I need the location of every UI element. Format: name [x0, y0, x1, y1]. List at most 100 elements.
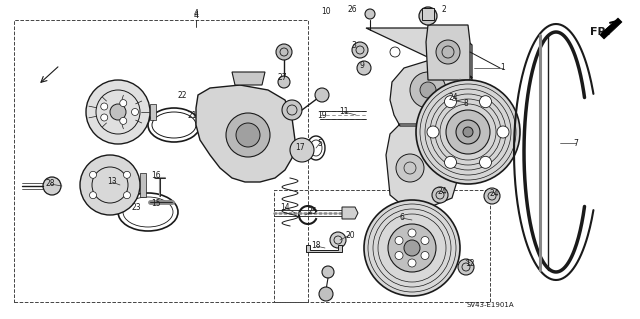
Text: 24: 24 — [437, 188, 447, 197]
Polygon shape — [366, 28, 472, 207]
Text: 28: 28 — [45, 180, 55, 189]
Text: 26: 26 — [347, 5, 357, 14]
Circle shape — [443, 93, 457, 107]
Circle shape — [456, 120, 480, 144]
Circle shape — [226, 113, 270, 157]
Bar — [14, 20, 308, 302]
Circle shape — [390, 47, 400, 57]
Circle shape — [315, 88, 329, 102]
Text: 4: 4 — [193, 11, 198, 19]
Circle shape — [421, 236, 429, 244]
Circle shape — [458, 259, 474, 275]
Circle shape — [100, 103, 108, 110]
Circle shape — [282, 100, 302, 120]
Text: 18: 18 — [311, 241, 321, 250]
Circle shape — [365, 9, 375, 19]
Circle shape — [330, 232, 346, 248]
Polygon shape — [140, 173, 146, 197]
Circle shape — [86, 80, 150, 144]
Circle shape — [388, 224, 436, 272]
Circle shape — [124, 192, 131, 199]
Polygon shape — [600, 18, 622, 39]
Circle shape — [445, 47, 455, 57]
Polygon shape — [422, 8, 434, 20]
Circle shape — [319, 287, 333, 301]
Circle shape — [419, 7, 437, 25]
Circle shape — [404, 240, 420, 256]
Text: 19: 19 — [317, 110, 327, 120]
Text: 21: 21 — [188, 110, 196, 120]
Text: 22: 22 — [177, 92, 187, 100]
Text: 12: 12 — [465, 258, 475, 268]
Circle shape — [463, 127, 473, 137]
Text: 27: 27 — [277, 73, 287, 83]
Circle shape — [445, 96, 456, 108]
Circle shape — [410, 72, 446, 108]
Circle shape — [278, 76, 290, 88]
Polygon shape — [196, 85, 295, 182]
Circle shape — [364, 200, 460, 296]
Text: 7: 7 — [573, 138, 579, 147]
Polygon shape — [342, 207, 358, 219]
Text: 24: 24 — [448, 93, 458, 101]
Circle shape — [80, 155, 140, 215]
Circle shape — [290, 138, 314, 162]
Circle shape — [421, 251, 429, 259]
Text: 25: 25 — [307, 207, 317, 217]
Circle shape — [322, 266, 334, 278]
Text: 15: 15 — [151, 198, 161, 207]
Circle shape — [120, 100, 127, 107]
Circle shape — [479, 96, 492, 108]
Circle shape — [110, 104, 126, 120]
Text: 2: 2 — [442, 5, 446, 14]
Text: 13: 13 — [107, 177, 117, 187]
Circle shape — [432, 187, 448, 203]
Circle shape — [497, 126, 509, 138]
Circle shape — [90, 192, 97, 199]
Bar — [274, 190, 490, 302]
Circle shape — [446, 110, 490, 154]
Circle shape — [124, 171, 131, 178]
Circle shape — [445, 156, 456, 168]
Polygon shape — [150, 104, 156, 120]
Circle shape — [479, 156, 492, 168]
Text: 4: 4 — [193, 10, 198, 19]
Text: 14: 14 — [280, 203, 290, 211]
Circle shape — [420, 82, 436, 98]
Text: 5: 5 — [317, 138, 323, 147]
Circle shape — [100, 114, 108, 121]
Circle shape — [436, 40, 460, 64]
Text: 3: 3 — [351, 41, 356, 49]
Circle shape — [236, 123, 260, 147]
Circle shape — [120, 117, 127, 124]
Text: 9: 9 — [360, 61, 364, 70]
Polygon shape — [232, 72, 265, 85]
Circle shape — [408, 259, 416, 267]
Circle shape — [396, 154, 424, 182]
Circle shape — [131, 108, 138, 115]
Circle shape — [395, 236, 403, 244]
Text: 11: 11 — [339, 108, 349, 116]
Text: 24: 24 — [489, 189, 499, 197]
Circle shape — [357, 61, 371, 75]
Text: 23: 23 — [131, 203, 141, 211]
Text: 6: 6 — [399, 213, 404, 222]
Text: 1: 1 — [500, 63, 506, 72]
Circle shape — [416, 80, 520, 184]
Text: SV43-E1901A: SV43-E1901A — [466, 302, 514, 308]
Circle shape — [90, 171, 97, 178]
Circle shape — [276, 44, 292, 60]
Polygon shape — [306, 245, 342, 252]
Circle shape — [484, 188, 500, 204]
Text: 10: 10 — [321, 8, 331, 17]
Text: 17: 17 — [295, 144, 305, 152]
Text: 8: 8 — [463, 99, 468, 108]
Circle shape — [43, 177, 61, 195]
Text: FR.: FR. — [590, 27, 611, 37]
Circle shape — [352, 42, 368, 58]
Polygon shape — [426, 25, 470, 80]
Circle shape — [395, 251, 403, 259]
Text: 16: 16 — [151, 170, 161, 180]
Text: 20: 20 — [345, 231, 355, 240]
Circle shape — [408, 229, 416, 237]
